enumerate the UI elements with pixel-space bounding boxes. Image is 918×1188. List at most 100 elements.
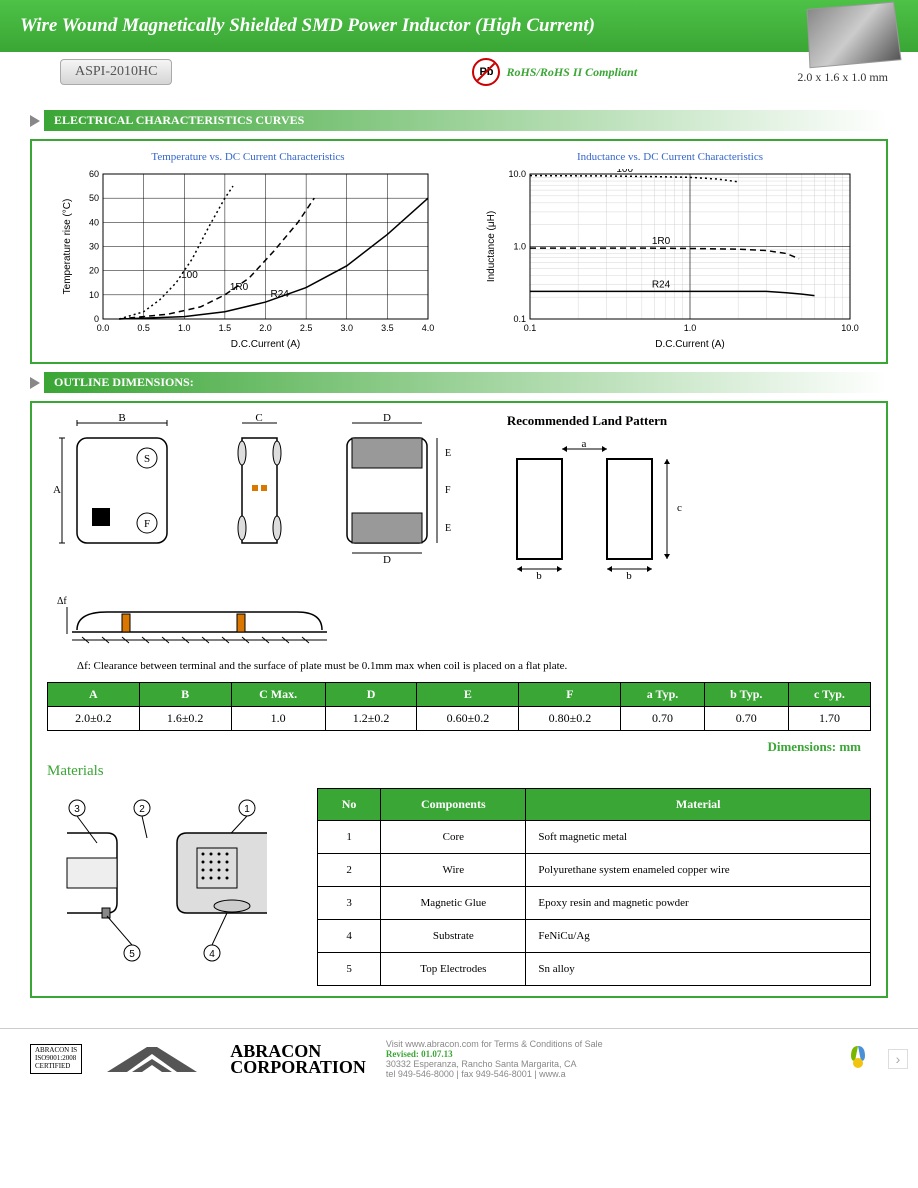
svg-text:1.0: 1.0 [178, 323, 191, 333]
dim-cell: 1.70 [788, 707, 870, 731]
svg-text:a: a [582, 439, 587, 450]
palette-icon[interactable] [843, 1041, 873, 1071]
materials-table: NoComponentsMaterial 1CoreSoft magnetic … [317, 788, 871, 986]
mat-header: Components [381, 789, 526, 821]
svg-text:0.0: 0.0 [97, 323, 110, 333]
svg-text:D: D [383, 413, 391, 424]
land-pattern: Recommended Land Pattern a b b c [487, 413, 687, 582]
outline-container: B A S F C [30, 401, 888, 998]
clearance-note: Δf: Clearance between terminal and the s… [77, 660, 871, 672]
table-row: 3Magnetic GlueEpoxy resin and magnetic p… [318, 887, 871, 920]
svg-text:2: 2 [139, 804, 145, 815]
profile-drawing: Δf [47, 592, 347, 647]
svg-text:A: A [53, 484, 61, 496]
materials-title: Materials [47, 763, 871, 780]
svg-text:1R0: 1R0 [652, 236, 671, 247]
package-dimensions: 2.0 x 1.6 x 1.0 mm [797, 70, 888, 85]
chart-temp-vs-current: Temperature vs. DC Current Characteristi… [58, 151, 438, 352]
svg-text:10.0: 10.0 [508, 169, 526, 179]
chart-inductance-vs-current: Inductance vs. DC Current Characteristic… [480, 151, 860, 352]
svg-text:1.5: 1.5 [219, 323, 232, 333]
chart2-svg: 0.11.010.00.11.010.0D.C.Current (A)Induc… [480, 169, 860, 349]
svg-text:D: D [383, 554, 391, 563]
svg-text:Inductance (μH): Inductance (μH) [486, 211, 497, 282]
svg-text:F: F [445, 485, 451, 496]
dimensions-table: ABC Max.DEFa Typ.b Typ.c Typ. 2.0±0.21.6… [47, 682, 871, 731]
dim-header: a Typ. [621, 683, 704, 707]
product-photo [807, 2, 902, 69]
dim-header: b Typ. [704, 683, 788, 707]
svg-text:F: F [144, 518, 150, 530]
dim-header: A [48, 683, 140, 707]
dimensions-unit: Dimensions: mm [57, 739, 861, 755]
svg-text:3: 3 [74, 804, 80, 815]
svg-text:50: 50 [89, 193, 99, 203]
dim-header: c Typ. [788, 683, 870, 707]
table-row: 1CoreSoft magnetic metal [318, 821, 871, 854]
next-page-button[interactable]: › [888, 1049, 908, 1069]
charts-container: Temperature vs. DC Current Characteristi… [30, 139, 888, 364]
dim-header: F [519, 683, 621, 707]
table-row: 2WirePolyurethane system enameled copper… [318, 854, 871, 887]
dim-cell: 1.6±0.2 [139, 707, 231, 731]
svg-text:0: 0 [94, 314, 99, 324]
dim-cell: 1.2±0.2 [325, 707, 417, 731]
svg-text:1.0: 1.0 [513, 242, 526, 252]
company-logo: ABRACONCORPORATION [102, 1042, 366, 1077]
svg-text:1.0: 1.0 [684, 323, 697, 333]
svg-text:E: E [445, 523, 451, 534]
svg-text:1R0: 1R0 [230, 282, 249, 293]
part-number-badge: ASPI-2010HC [60, 59, 172, 85]
header-banner: Wire Wound Magnetically Shielded SMD Pow… [0, 0, 918, 52]
svg-text:c: c [677, 502, 682, 514]
svg-text:D.C.Current (A): D.C.Current (A) [231, 339, 300, 349]
rohs-label: RoHS/RoHS II Compliant [506, 65, 637, 80]
dim-cell: 0.60±0.2 [417, 707, 519, 731]
svg-text:10: 10 [89, 290, 99, 300]
svg-text:R24: R24 [652, 279, 671, 290]
svg-text:60: 60 [89, 169, 99, 179]
svg-text:Temperature rise (°C): Temperature rise (°C) [62, 199, 73, 295]
side-view-drawing: C [227, 413, 297, 563]
chart1-svg: 0.00.51.01.52.02.53.03.54.00102030405060… [58, 169, 438, 349]
svg-text:2.5: 2.5 [300, 323, 313, 333]
page-title: Wire Wound Magnetically Shielded SMD Pow… [20, 15, 595, 37]
table-row: 5Top ElectrodesSn alloy [318, 953, 871, 986]
svg-text:E: E [445, 448, 451, 459]
dim-cell: 1.0 [231, 707, 325, 731]
svg-text:0.5: 0.5 [137, 323, 150, 333]
top-view-drawing: B A S F [47, 413, 197, 563]
section-header-curves: ELECTRICAL CHARACTERISTICS CURVES [30, 110, 888, 131]
svg-text:30: 30 [89, 242, 99, 252]
section-header-outline: OUTLINE DIMENSIONS: [30, 372, 888, 393]
cert-badge: ABRACON IS ISO9001:2008 CERTIFIED [30, 1044, 82, 1073]
dim-header: D [325, 683, 417, 707]
sub-header: ASPI-2010HC Pb RoHS/RoHS II Compliant 2.… [0, 52, 918, 92]
rohs-compliance: Pb RoHS/RoHS II Compliant [472, 58, 637, 86]
svg-text:100: 100 [616, 169, 633, 175]
materials-drawing: 3 2 1 5 4 [47, 788, 287, 968]
arrow-icon [30, 377, 40, 389]
svg-text:0.1: 0.1 [524, 323, 537, 333]
mat-header: No [318, 789, 381, 821]
svg-text:S: S [144, 453, 150, 465]
svg-text:b: b [626, 570, 632, 579]
pb-free-icon: Pb [472, 58, 500, 86]
svg-text:40: 40 [89, 217, 99, 227]
svg-text:20: 20 [89, 266, 99, 276]
dim-cell: 2.0±0.2 [48, 707, 140, 731]
svg-text:5: 5 [129, 949, 135, 960]
svg-text:D.C.Current (A): D.C.Current (A) [655, 339, 724, 349]
footer-info: Visit www.abracon.com for Terms & Condit… [386, 1039, 888, 1079]
svg-text:0.1: 0.1 [513, 314, 526, 324]
svg-text:3.0: 3.0 [340, 323, 353, 333]
dim-cell: 0.70 [621, 707, 704, 731]
svg-text:2.0: 2.0 [259, 323, 272, 333]
dim-cell: 0.80±0.2 [519, 707, 621, 731]
dim-cell: 0.70 [704, 707, 788, 731]
svg-text:Δf: Δf [57, 596, 67, 607]
dim-header: E [417, 683, 519, 707]
svg-text:R24: R24 [271, 289, 290, 300]
svg-text:100: 100 [181, 270, 198, 281]
table-row: 4SubstrateFeNiCu/Ag [318, 920, 871, 953]
